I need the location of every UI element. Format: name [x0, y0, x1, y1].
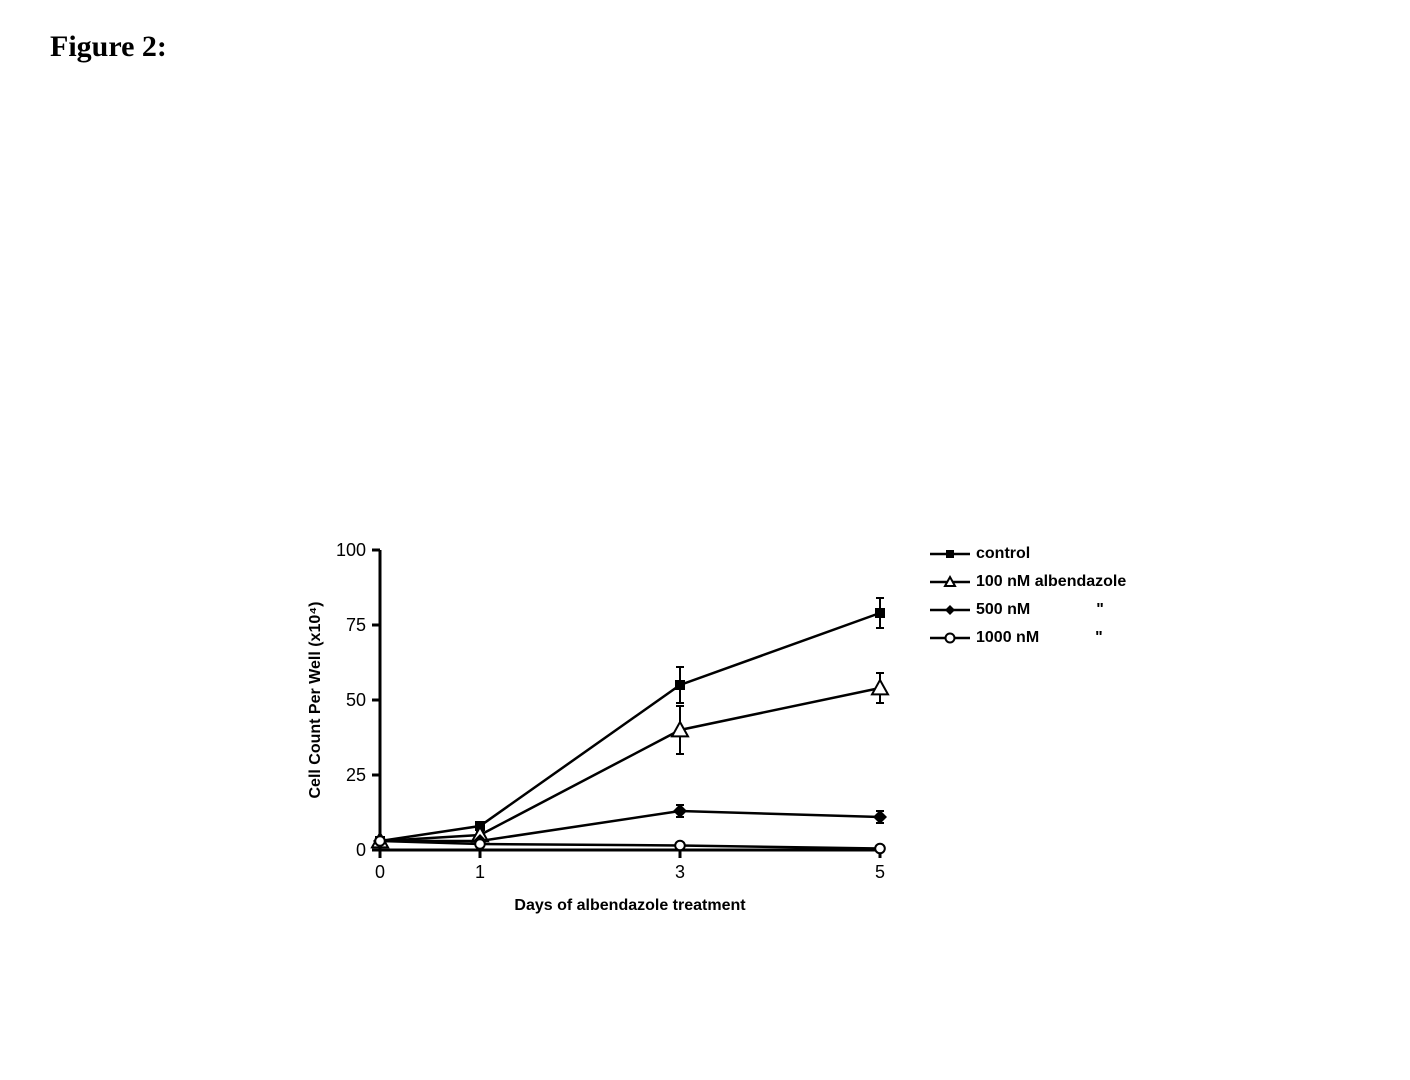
legend-label: 1000 nM [976, 629, 1039, 647]
legend-ditto: " [1095, 629, 1103, 647]
legend-label: control [976, 545, 1030, 563]
legend-item: 500 nM " [930, 596, 1126, 624]
svg-text:Cell Count Per Well (x10⁴): Cell Count Per Well (x10⁴) [307, 602, 324, 799]
legend-item: control [930, 540, 1126, 568]
legend-item: 100 nM albendazole [930, 568, 1126, 596]
legend-label: 100 nM albendazole [976, 573, 1126, 591]
legend-item: 1000 nM " [930, 624, 1126, 652]
svg-text:50: 50 [346, 690, 366, 710]
svg-text:5: 5 [875, 862, 885, 882]
chart-container: 0 25 50 75 100 0 1 3 5 Days of albendazole treatm… [300, 530, 1200, 970]
legend-ditto: " [1096, 601, 1104, 619]
legend-label: 500 nM [976, 601, 1030, 619]
filled-diamond-icon [930, 599, 970, 621]
figure-label: Figure 2: [50, 30, 167, 64]
open-circle-icon [930, 627, 970, 649]
svg-text:75: 75 [346, 615, 366, 635]
filled-square-icon [930, 543, 970, 565]
svg-text:100: 100 [336, 540, 366, 560]
open-triangle-icon [930, 571, 970, 593]
svg-text:0: 0 [375, 862, 385, 882]
svg-text:3: 3 [675, 862, 685, 882]
page: Figure 2: 0 25 50 75 100 0 1 3 5 Days of albendaz… [0, 0, 1410, 1080]
svg-text:0: 0 [356, 840, 366, 860]
chart-legend: control 100 nM albendazole 500 nM " 1000… [930, 540, 1126, 652]
svg-text:25: 25 [346, 765, 366, 785]
svg-text:Days of albendazole treatment: Days of albendazole treatment [514, 897, 746, 914]
svg-text:1: 1 [475, 862, 485, 882]
